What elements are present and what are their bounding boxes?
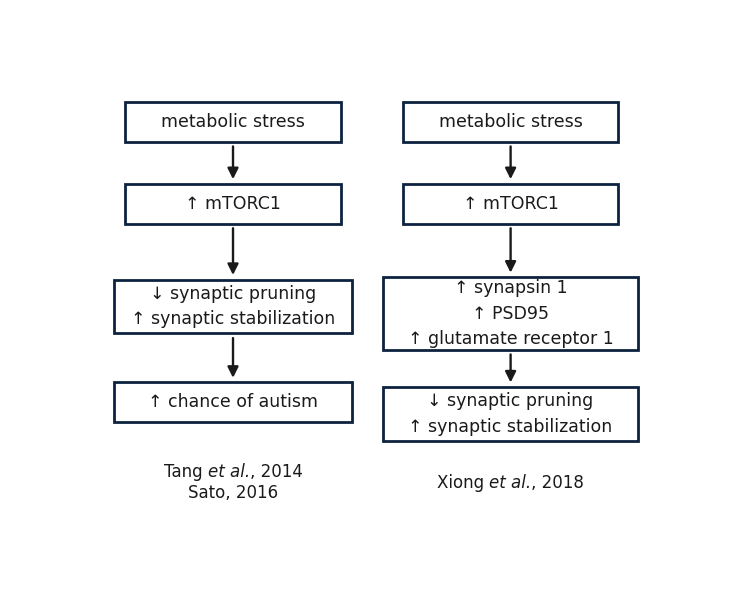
Text: ↑ synapsin 1
↑ PSD95
↑ glutamate receptor 1: ↑ synapsin 1 ↑ PSD95 ↑ glutamate recepto… [408,279,613,348]
Text: Tang: Tang [164,464,208,481]
Text: ↑ mTORC1: ↑ mTORC1 [463,195,558,212]
Text: metabolic stress: metabolic stress [439,113,583,131]
FancyBboxPatch shape [114,280,352,333]
Text: ↑ mTORC1: ↑ mTORC1 [185,195,281,212]
FancyBboxPatch shape [383,277,638,350]
Text: ↓ synaptic pruning
↑ synaptic stabilization: ↓ synaptic pruning ↑ synaptic stabilizat… [409,392,613,436]
Text: et al.: et al. [489,474,531,492]
Text: , 2018: , 2018 [531,474,584,492]
Text: Sato, 2016: Sato, 2016 [188,484,278,503]
FancyBboxPatch shape [403,184,618,223]
FancyBboxPatch shape [383,387,638,441]
Text: Xiong: Xiong [437,474,489,492]
FancyBboxPatch shape [126,102,341,142]
Text: ↑ chance of autism: ↑ chance of autism [148,393,318,412]
Text: , 2014: , 2014 [249,464,303,481]
FancyBboxPatch shape [126,184,341,223]
FancyBboxPatch shape [403,102,618,142]
FancyBboxPatch shape [114,382,352,422]
Text: et al.: et al. [208,464,249,481]
Text: metabolic stress: metabolic stress [161,113,305,131]
Text: ↓ synaptic pruning
↑ synaptic stabilization: ↓ synaptic pruning ↑ synaptic stabilizat… [131,285,335,328]
